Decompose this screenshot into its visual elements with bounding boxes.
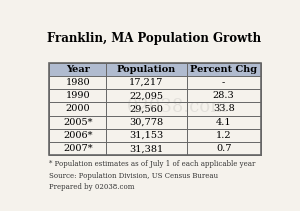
Text: 33.8: 33.8 xyxy=(213,104,235,114)
Text: 2007*: 2007* xyxy=(63,144,92,153)
Text: Population: Population xyxy=(117,65,176,74)
Text: 30,778: 30,778 xyxy=(129,118,164,127)
Text: Franklin, MA Population Growth: Franklin, MA Population Growth xyxy=(47,32,261,45)
Text: 2005*: 2005* xyxy=(63,118,92,127)
Text: 4.1: 4.1 xyxy=(216,118,232,127)
Text: -: - xyxy=(222,78,225,87)
Text: 22,095: 22,095 xyxy=(129,91,164,100)
Text: 1.2: 1.2 xyxy=(216,131,232,140)
Bar xyxy=(49,63,106,76)
Text: 29,560: 29,560 xyxy=(130,104,164,114)
Text: 1990: 1990 xyxy=(65,91,90,100)
Text: 2000: 2000 xyxy=(65,104,90,114)
Text: 31,381: 31,381 xyxy=(129,144,164,153)
Text: 2006*: 2006* xyxy=(63,131,92,140)
Text: 02038.com: 02038.com xyxy=(126,97,228,116)
Text: Year: Year xyxy=(66,65,90,74)
Text: Percent Chg: Percent Chg xyxy=(190,65,257,74)
Bar xyxy=(106,63,187,76)
Bar xyxy=(187,63,261,76)
Text: 28.3: 28.3 xyxy=(213,91,235,100)
Text: 0.7: 0.7 xyxy=(216,144,231,153)
Text: 1980: 1980 xyxy=(65,78,90,87)
Text: 17,217: 17,217 xyxy=(129,78,164,87)
Text: 31,153: 31,153 xyxy=(129,131,164,140)
Text: * Population estimates as of July 1 of each applicable year
Source: Population D: * Population estimates as of July 1 of e… xyxy=(49,160,256,191)
